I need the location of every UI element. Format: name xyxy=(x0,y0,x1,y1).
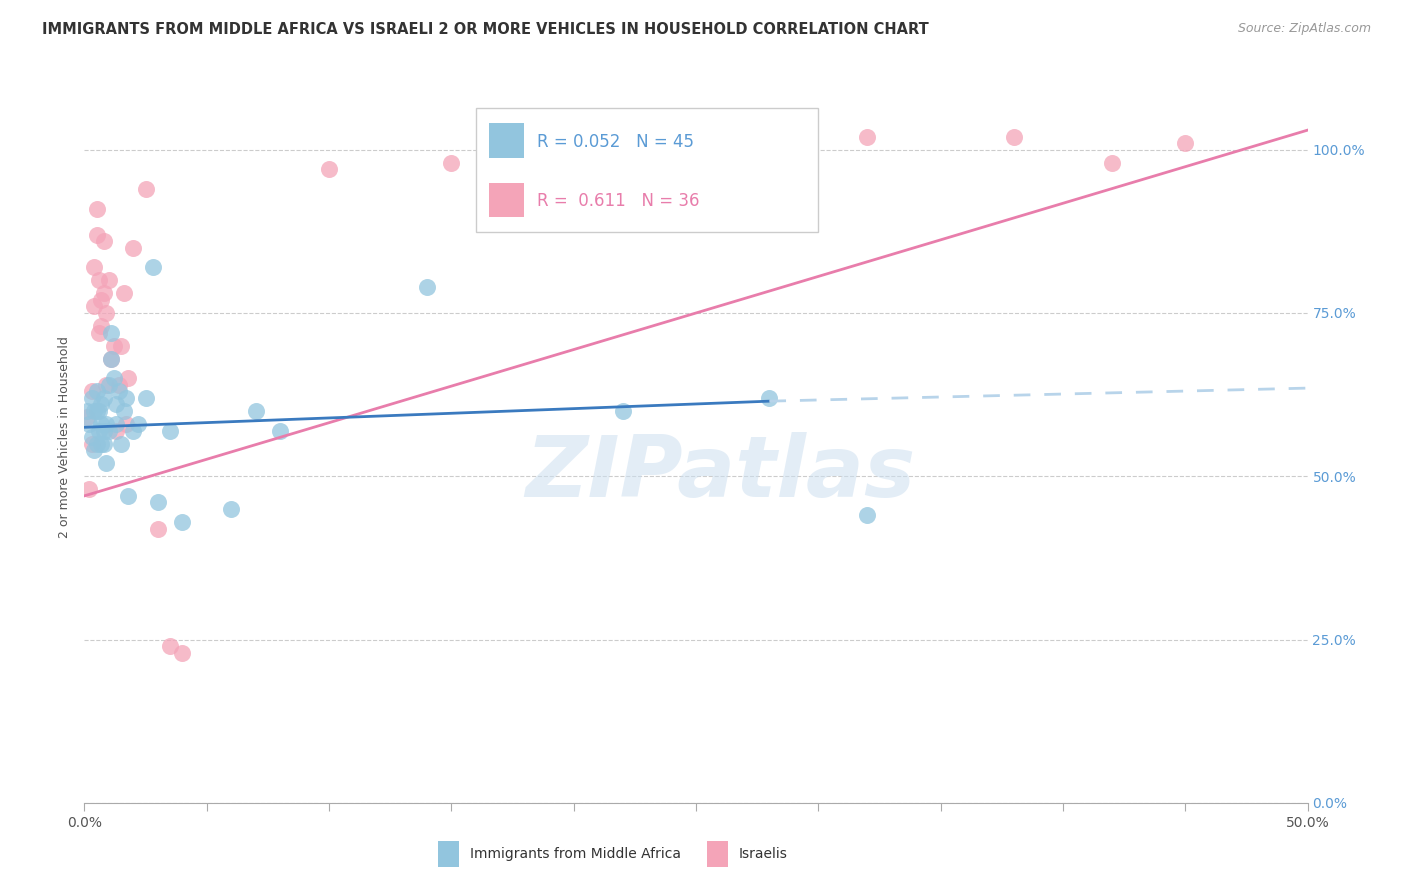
Point xyxy=(127,417,149,431)
Point xyxy=(87,273,110,287)
Point xyxy=(135,182,157,196)
Point xyxy=(112,286,135,301)
Point xyxy=(440,156,463,170)
Point xyxy=(90,293,112,307)
Point xyxy=(142,260,165,275)
Point xyxy=(100,326,122,340)
Point xyxy=(172,515,194,529)
Point xyxy=(269,424,291,438)
Point xyxy=(105,424,128,438)
Point xyxy=(105,397,128,411)
Point xyxy=(612,404,634,418)
Point xyxy=(77,417,100,431)
Point xyxy=(83,404,105,418)
Point xyxy=(103,371,125,385)
Point xyxy=(135,391,157,405)
Point xyxy=(103,339,125,353)
Point xyxy=(97,273,120,287)
Point xyxy=(112,404,135,418)
Point xyxy=(122,424,145,438)
Point xyxy=(76,404,98,418)
Point xyxy=(1174,136,1197,151)
Point xyxy=(117,371,139,385)
Point xyxy=(93,234,115,248)
Point xyxy=(146,521,169,535)
Point xyxy=(80,436,103,450)
Point xyxy=(115,417,138,431)
Point xyxy=(97,424,120,438)
Point xyxy=(87,404,110,418)
Text: ZIPatlas: ZIPatlas xyxy=(526,432,915,516)
Point xyxy=(416,280,439,294)
Point xyxy=(83,300,105,314)
Text: Source: ZipAtlas.com: Source: ZipAtlas.com xyxy=(1237,22,1371,36)
Point xyxy=(90,319,112,334)
Point xyxy=(1002,129,1025,144)
Point xyxy=(107,384,129,399)
Text: IMMIGRANTS FROM MIDDLE AFRICA VS ISRAELI 2 OR MORE VEHICLES IN HOUSEHOLD CORRELA: IMMIGRANTS FROM MIDDLE AFRICA VS ISRAELI… xyxy=(42,22,929,37)
Point xyxy=(93,424,115,438)
Y-axis label: 2 or more Vehicles in Household: 2 or more Vehicles in Household xyxy=(58,336,72,538)
Point xyxy=(159,639,181,653)
Point xyxy=(77,483,100,497)
Point xyxy=(96,306,118,320)
Point xyxy=(758,391,780,405)
Point xyxy=(219,502,242,516)
Point xyxy=(86,436,108,450)
Point xyxy=(83,260,105,275)
Point xyxy=(172,646,194,660)
Point xyxy=(115,391,138,405)
Point xyxy=(86,404,108,418)
Point xyxy=(107,377,129,392)
Point xyxy=(856,508,879,523)
Point xyxy=(1101,156,1123,170)
Point xyxy=(856,129,879,144)
Point xyxy=(100,351,122,366)
Point xyxy=(80,391,103,405)
Point xyxy=(146,495,169,509)
Point xyxy=(245,404,267,418)
Point xyxy=(90,417,112,431)
Point xyxy=(87,326,110,340)
Point xyxy=(159,424,181,438)
Point xyxy=(80,384,103,399)
Point xyxy=(105,417,128,431)
Point xyxy=(110,339,132,353)
Point xyxy=(90,397,112,411)
Point xyxy=(86,384,108,399)
Point xyxy=(122,241,145,255)
Point xyxy=(87,424,110,438)
Point xyxy=(97,377,120,392)
Point xyxy=(86,202,108,216)
Point xyxy=(318,162,340,177)
Point xyxy=(110,436,132,450)
Point xyxy=(76,410,98,425)
Point xyxy=(86,227,108,242)
Point xyxy=(93,286,115,301)
Point xyxy=(117,489,139,503)
Point xyxy=(93,391,115,405)
Point xyxy=(100,351,122,366)
Point xyxy=(90,436,112,450)
Point xyxy=(96,417,118,431)
Point xyxy=(96,377,118,392)
Point xyxy=(96,456,118,470)
Point xyxy=(93,436,115,450)
Point xyxy=(80,430,103,444)
Point xyxy=(83,443,105,458)
